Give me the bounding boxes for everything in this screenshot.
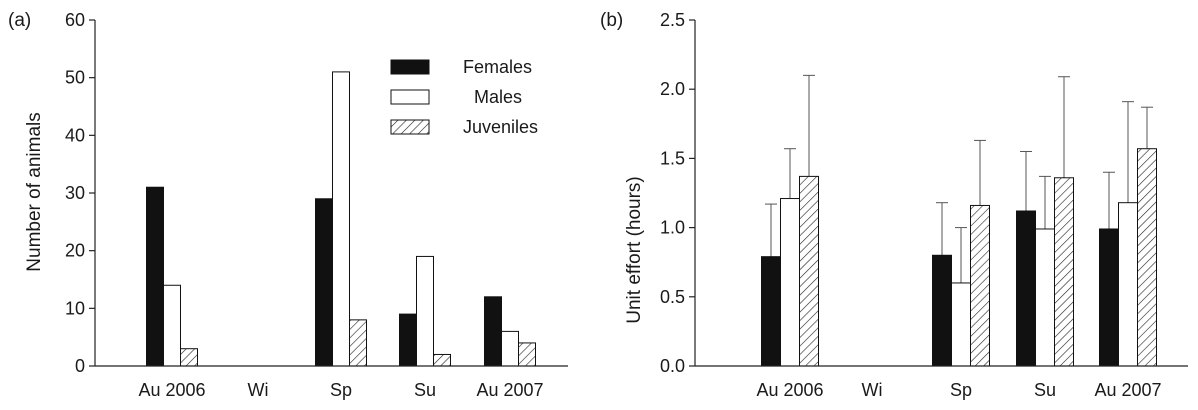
panel-b-bars: [761, 74, 1157, 367]
y-tick-label: 20: [65, 241, 85, 261]
x-tick-label: Su: [1034, 380, 1056, 400]
panel-b-y-axis-title: Unit effort (hours): [624, 176, 645, 323]
legend-swatch-males: [390, 89, 430, 105]
bar-females-su: [399, 313, 417, 367]
y-tick-label: 50: [65, 68, 85, 88]
x-tick-label: Au 2007: [476, 380, 543, 400]
bar-females-sp: [315, 198, 333, 367]
y-tick-label: 2.5: [660, 10, 685, 30]
legend-label-males: Males: [474, 87, 522, 107]
x-tick-label: Su: [414, 380, 436, 400]
panel-a-label: (a): [8, 10, 31, 31]
bar-males-au-2007: [501, 330, 519, 367]
bar-males-au-2006: [163, 284, 181, 367]
x-tick-label: Au 2006: [756, 380, 823, 400]
x-tick-label: Au 2007: [1094, 380, 1161, 400]
legend-label-juveniles: Juveniles: [463, 117, 538, 137]
panel-a-bars: [146, 71, 536, 367]
bar-females-sp: [932, 254, 952, 367]
y-tick-label: 1.0: [660, 218, 685, 238]
bar-females-au-2006: [146, 186, 164, 367]
y-tick-label: 0: [75, 356, 85, 376]
x-tick-label: Sp: [330, 380, 352, 400]
bar-juveniles-sp: [970, 204, 990, 367]
panel-b: (b) Unit effort (hours) 0.0 0.5 1.0 1.5 2.0 2…: [600, 10, 1188, 400]
panel-a-legend: Females Males Juveniles: [390, 57, 538, 137]
y-tick-label: 0.0: [660, 356, 685, 376]
bar-juveniles-au-2006: [180, 348, 198, 367]
legend-swatch-females: [390, 59, 430, 75]
bar-males-sp: [951, 282, 971, 367]
panel-a-y-axis: 0 10 20 30 40 50 60: [65, 10, 95, 376]
bar-juveniles-au-2007: [1137, 148, 1157, 367]
bar-males-su: [1035, 228, 1055, 367]
bar-males-sp: [332, 71, 350, 367]
y-tick-label: 2.0: [660, 79, 685, 99]
panel-b-y-axis: 0.0 0.5 1.0 1.5 2.0 2.5: [660, 10, 695, 376]
bar-females-au-2007: [484, 296, 502, 367]
bar-males-au-2006: [780, 198, 800, 367]
bar-juveniles-sp: [349, 319, 367, 367]
bar-females-au-2007: [1099, 228, 1119, 367]
bar-females-au-2006: [761, 256, 781, 367]
y-tick-label: 30: [65, 183, 85, 203]
panel-b-label: (b): [600, 10, 623, 31]
y-tick-label: 1.5: [660, 148, 685, 168]
panel-a-x-axis: Au 2006 Wi Sp Su Au 2007: [138, 380, 543, 400]
legend-swatch-juveniles: [390, 119, 430, 135]
panel-a-y-axis-title: Number of animals: [24, 112, 45, 271]
x-tick-label: Wi: [862, 380, 883, 400]
y-tick-label: 0.5: [660, 287, 685, 307]
y-tick-label: 60: [65, 10, 85, 30]
bar-males-au-2007: [1118, 202, 1138, 367]
x-tick-label: Wi: [248, 380, 269, 400]
bar-juveniles-su: [433, 353, 451, 367]
y-tick-label: 40: [65, 125, 85, 145]
panel-b-x-axis: Au 2006 Wi Sp Su Au 2007: [756, 380, 1161, 400]
panel-a: (a) Number of animals 0 10 20 30 40 50 60 Au 2…: [8, 10, 568, 400]
x-tick-label: Au 2006: [138, 380, 205, 400]
bar-juveniles-au-2006: [799, 175, 819, 367]
x-tick-label: Sp: [950, 380, 972, 400]
bar-juveniles-su: [1054, 177, 1074, 367]
bar-males-su: [416, 255, 434, 367]
bar-females-su: [1016, 210, 1036, 367]
y-tick-label: 10: [65, 298, 85, 318]
legend-label-females: Females: [463, 57, 532, 77]
bar-juveniles-au-2007: [518, 342, 536, 367]
